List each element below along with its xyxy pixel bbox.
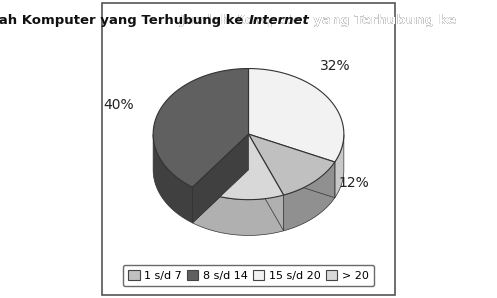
Polygon shape	[248, 134, 335, 198]
Polygon shape	[192, 134, 248, 223]
Legend: 1 s/d 7, 8 s/d 14, 15 s/d 20, > 20: 1 s/d 7, 8 s/d 14, 15 s/d 20, > 20	[123, 265, 374, 286]
Polygon shape	[248, 134, 335, 198]
Polygon shape	[248, 69, 344, 162]
Polygon shape	[284, 162, 335, 231]
Polygon shape	[153, 69, 248, 187]
Polygon shape	[335, 135, 344, 198]
Polygon shape	[192, 134, 248, 223]
Text: 32%: 32%	[320, 59, 351, 73]
Polygon shape	[248, 134, 284, 231]
Polygon shape	[248, 134, 335, 195]
Polygon shape	[153, 134, 192, 223]
Polygon shape	[192, 134, 284, 200]
Text: Jumlah Komputer yang Terhubung ke: Jumlah Komputer yang Terhubung ke	[0, 14, 248, 27]
Text: Jumlah Komputer yang Terhubung ke Internet: Jumlah Komputer yang Terhubung ke Intern…	[180, 14, 497, 27]
Text: 12%: 12%	[339, 176, 370, 190]
Polygon shape	[248, 134, 284, 231]
Text: 40%: 40%	[103, 98, 134, 112]
Text: Jumlah Komputer yang Terhubung ke: Jumlah Komputer yang Terhubung ke	[180, 14, 462, 27]
Polygon shape	[192, 187, 284, 235]
Text: Internet: Internet	[248, 14, 309, 27]
Text: 16%: 16%	[254, 217, 285, 231]
